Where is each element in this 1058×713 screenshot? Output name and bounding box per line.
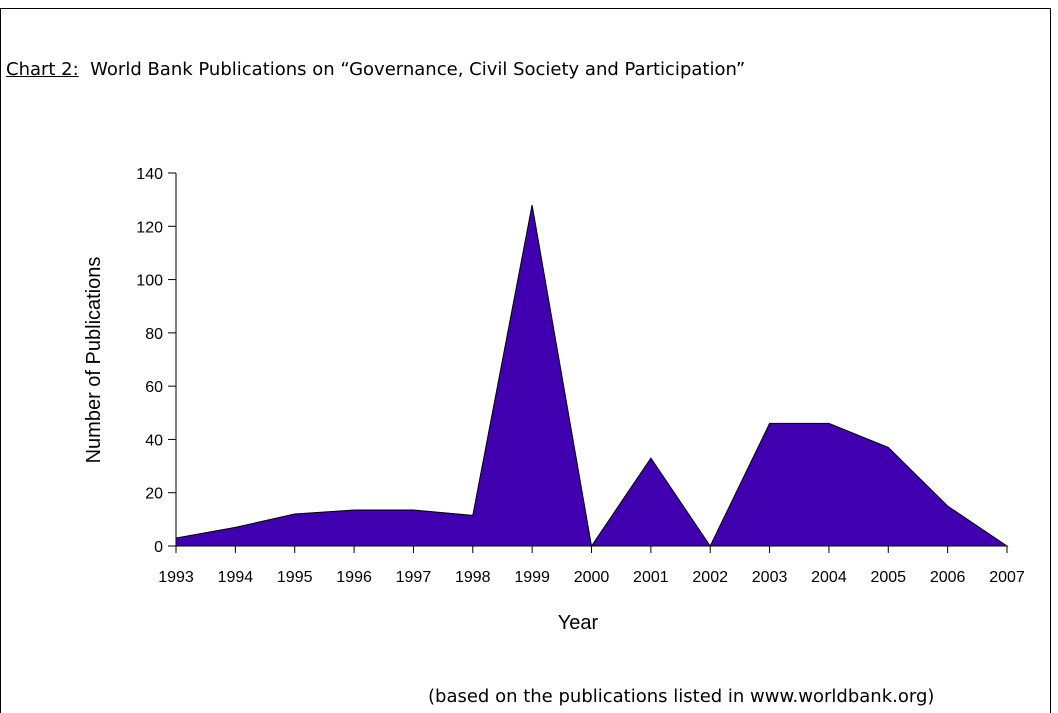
x-tick-label: 1999 xyxy=(514,569,550,586)
y-tick-label: 0 xyxy=(154,539,163,556)
y-tick-label: 20 xyxy=(145,486,163,503)
chart-caption: Chart 2: World Bank Publications on “Gov… xyxy=(6,59,745,80)
x-tick-label: 1994 xyxy=(218,569,254,586)
caption-label: Chart 2: xyxy=(6,59,79,80)
y-axis-ticks: 0 20 40 60 80 100 120 140 xyxy=(136,166,176,556)
x-tick-label: 2000 xyxy=(574,569,610,586)
x-tick-label: 2001 xyxy=(633,569,669,586)
x-axis-label: Year xyxy=(558,612,599,634)
x-tick-label: 2007 xyxy=(989,569,1025,586)
x-tick-label: 2006 xyxy=(930,569,966,586)
y-tick-label: 140 xyxy=(136,166,163,183)
y-tick-label: 40 xyxy=(145,432,163,449)
series-area xyxy=(175,204,1009,548)
chart-frame xyxy=(0,8,1051,713)
source-note: (based on the publications listed in www… xyxy=(428,686,935,707)
x-tick-label: 2002 xyxy=(692,569,728,586)
x-tick-label: 1993 xyxy=(158,569,194,586)
y-tick-label: 80 xyxy=(145,326,163,343)
y-tick-label: 60 xyxy=(145,379,163,396)
x-tick-label: 1998 xyxy=(455,569,491,586)
x-axis-ticks: 1993 1994 1995 1996 1997 1998 1999 2000 2001 2002… xyxy=(158,546,1025,586)
x-tick-label: 2003 xyxy=(752,569,788,586)
x-tick-label: 1995 xyxy=(277,569,313,586)
chart-marks xyxy=(175,204,1009,548)
x-tick-label: 2004 xyxy=(811,569,847,586)
y-tick-label: 100 xyxy=(136,273,163,290)
y-tick-label: 120 xyxy=(136,219,163,236)
x-tick-label: 1997 xyxy=(396,569,432,586)
x-tick-label: 1996 xyxy=(336,569,372,586)
y-axis-label: Number of Publications xyxy=(83,257,105,464)
caption-text: World Bank Publications on “Governance, … xyxy=(90,59,746,80)
x-tick-label: 2005 xyxy=(870,569,906,586)
